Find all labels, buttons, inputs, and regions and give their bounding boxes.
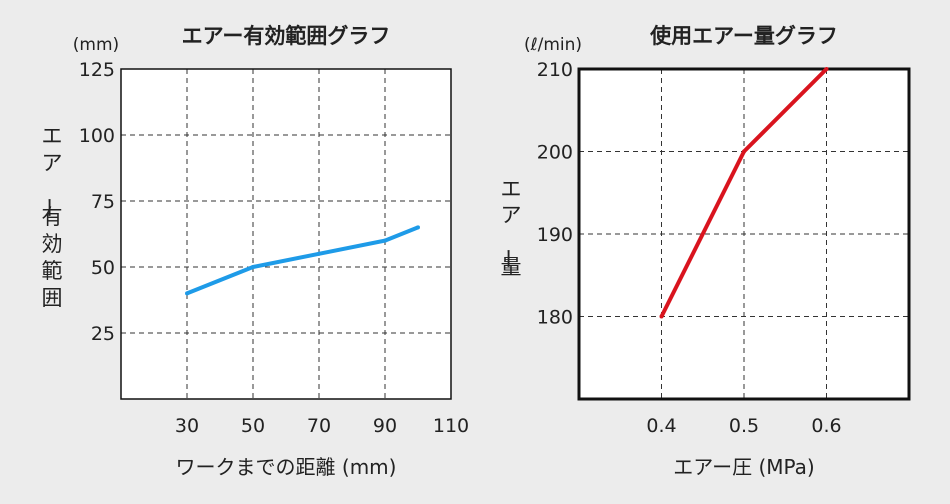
y-tick-label: 210: [537, 59, 573, 81]
data-point: [416, 225, 420, 230]
x-tick-label: 0.5: [729, 415, 759, 437]
y-tick-label: 50: [91, 257, 115, 279]
y-axis-label: エアー有効範囲: [37, 124, 63, 310]
plot-border: [120, 68, 452, 400]
x-tick-label: 50: [241, 415, 265, 437]
y-axis-label: エアー量: [496, 177, 522, 279]
data-point: [659, 314, 664, 319]
y-unit-label: (mm): [73, 35, 119, 55]
data-point: [383, 238, 387, 243]
chart-title: 使用エアー量グラフ: [649, 24, 838, 48]
x-axis-label: ワークまでの距離 (mm): [176, 455, 397, 479]
x-tick-label: 0.6: [811, 415, 841, 437]
x-axis-label: エアー圧 (MPa): [673, 455, 814, 479]
plot-area: [121, 69, 451, 399]
data-point: [824, 67, 829, 71]
data-point: [251, 265, 255, 269]
y-tick-label: 125: [79, 59, 115, 81]
plot-border: [577, 67, 911, 401]
x-tick-label: 110: [433, 415, 469, 437]
x-tick-label: 0.4: [646, 415, 676, 437]
y-tick-label: 180: [537, 307, 573, 329]
y-tick-label: 190: [537, 224, 573, 246]
y-unit-label: (ℓ/min): [524, 35, 582, 55]
data-point: [317, 251, 321, 256]
y-tick-label: 100: [79, 125, 115, 147]
data-point: [185, 291, 189, 296]
y-tick-label: 200: [537, 142, 573, 164]
data-point: [742, 149, 746, 154]
x-tick-label: 90: [373, 415, 397, 437]
x-tick-label: 70: [307, 415, 331, 437]
y-tick-label: 75: [91, 191, 115, 213]
y-tick-label: 25: [91, 323, 115, 345]
x-tick-label: 30: [175, 415, 199, 437]
chart-title: エアー有効範囲グラフ: [182, 24, 391, 48]
